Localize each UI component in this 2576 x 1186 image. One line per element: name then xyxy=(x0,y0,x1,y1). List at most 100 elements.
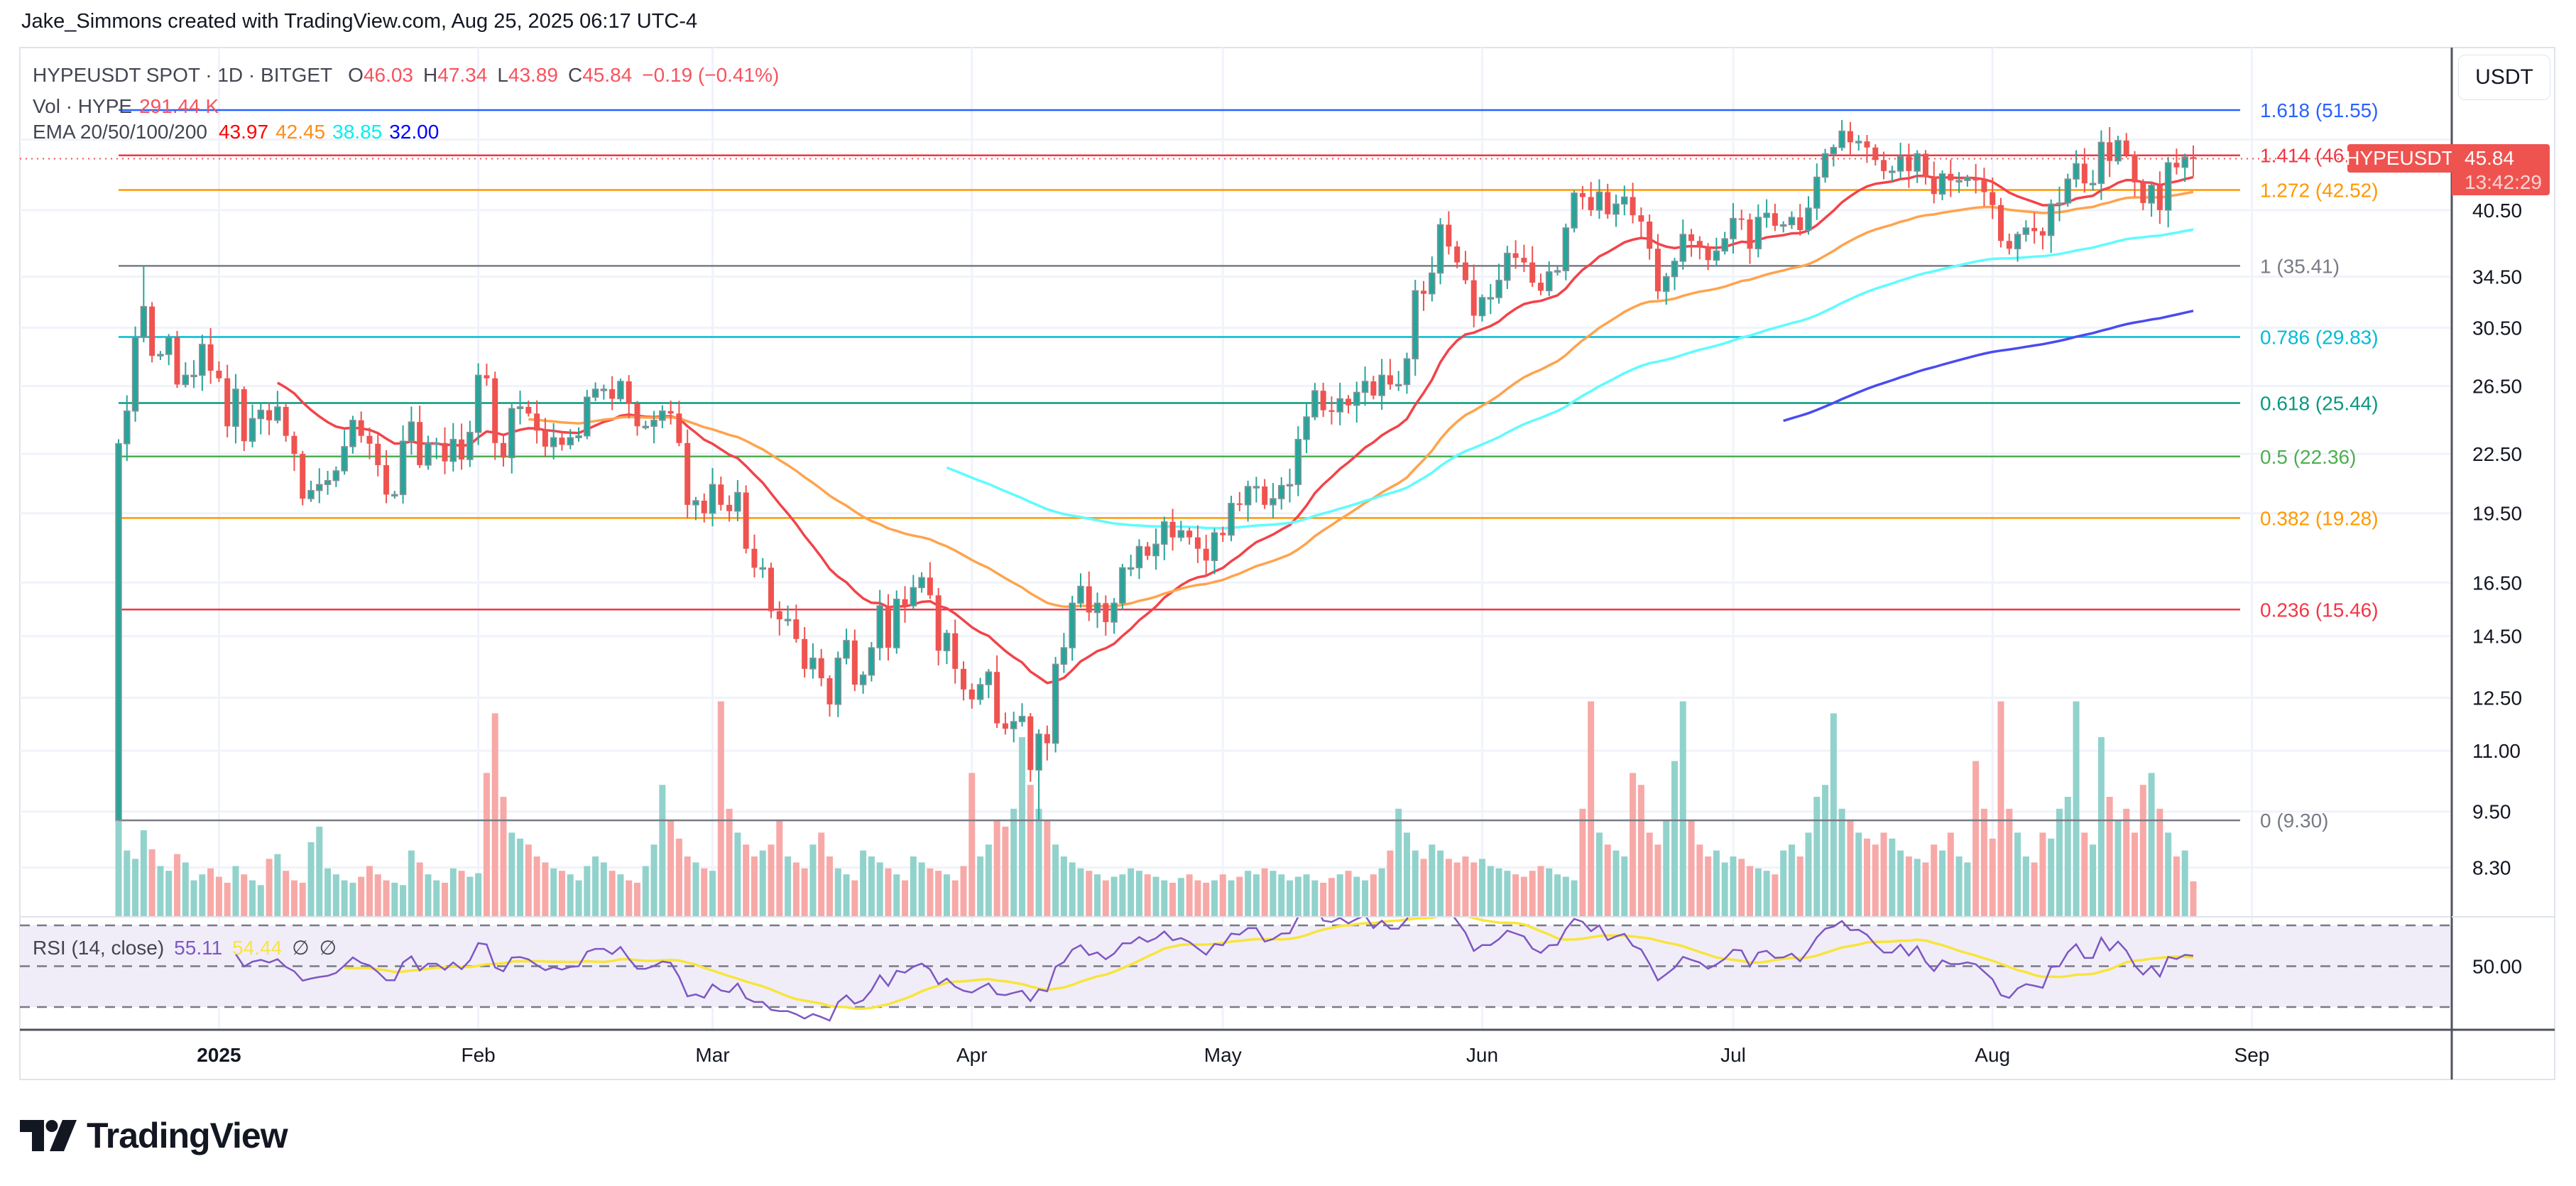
volume-bar xyxy=(1997,701,2004,916)
currency-button[interactable]: USDT xyxy=(2458,55,2550,100)
candle-body xyxy=(1914,153,1921,172)
volume-bar xyxy=(1453,862,1461,916)
candle-body xyxy=(124,410,131,445)
candle xyxy=(2132,151,2138,197)
volume-bar xyxy=(1353,876,1360,916)
candle xyxy=(1378,359,1385,410)
candle-body xyxy=(1931,177,1937,195)
volume-bar xyxy=(358,876,365,916)
fib-level-label: 0.5 (22.36) xyxy=(2260,446,2356,468)
candle xyxy=(257,403,265,435)
volume-bar xyxy=(675,838,682,916)
candle-body xyxy=(1713,250,1720,261)
candle-body xyxy=(459,439,465,459)
volume-bar xyxy=(709,871,716,916)
tradingview-logo[interactable]: TradingView xyxy=(20,1115,288,1156)
fib-level-label: 1.618 (51.55) xyxy=(2260,99,2379,121)
volume-bar xyxy=(1479,859,1486,916)
volume-bar xyxy=(1529,871,1536,916)
candle-body xyxy=(2047,203,2055,236)
candle xyxy=(659,405,666,429)
volume-bar xyxy=(157,866,164,916)
volume-bar xyxy=(449,868,457,916)
ema100-line xyxy=(946,228,2194,530)
volume-bar xyxy=(2123,808,2130,916)
volume-bar xyxy=(1228,880,1235,916)
time-axis-label: Sep xyxy=(2234,1044,2270,1066)
candle-body xyxy=(182,374,190,386)
candle-body xyxy=(1688,234,1695,241)
candle-body xyxy=(1077,585,1084,604)
candle xyxy=(793,604,799,643)
candle xyxy=(1429,256,1436,302)
volume-bar xyxy=(173,854,180,916)
volume-bar xyxy=(1612,850,1620,916)
volume-bar xyxy=(140,830,147,916)
candle xyxy=(1370,376,1377,400)
candle xyxy=(425,435,432,470)
candle xyxy=(1002,712,1008,735)
candle-body xyxy=(2081,163,2087,184)
candle-body xyxy=(516,406,524,410)
rsi-legend[interactable]: RSI (14, close) 55.11 54.44 ∅ ∅ xyxy=(33,936,346,959)
candle-body xyxy=(140,305,148,338)
candle xyxy=(961,661,967,701)
candle-body xyxy=(1127,567,1135,570)
candle-body xyxy=(1446,224,1452,247)
open-label: O xyxy=(348,64,364,86)
symbol-info[interactable]: HYPEUSDT SPOT · 1D · BITGET xyxy=(33,64,333,86)
price-axis-label: 12.50 xyxy=(2472,687,2522,709)
volume-bar xyxy=(425,874,432,916)
volume-bar xyxy=(165,871,173,916)
rsi-pane[interactable] xyxy=(20,891,2452,1022)
ema-legend[interactable]: EMA 20/50/100/200 43.97 42.45 38.85 32.00 xyxy=(33,121,446,143)
candle xyxy=(249,404,256,447)
candle xyxy=(2014,232,2021,262)
volume-legend[interactable]: Vol · HYPE 291.44 K xyxy=(33,95,229,118)
volume-bar xyxy=(1872,844,1879,916)
candle xyxy=(902,586,908,623)
volume-bar xyxy=(1086,871,1093,916)
candle-body xyxy=(902,599,908,606)
volume-bar xyxy=(1261,868,1268,916)
candle xyxy=(751,534,758,578)
candle-body xyxy=(759,567,766,570)
candle-body xyxy=(1311,390,1319,418)
volume-bar xyxy=(667,820,675,916)
volume-bar xyxy=(1429,844,1436,916)
volume-bar xyxy=(1972,761,1980,916)
candle-body xyxy=(1922,153,1928,178)
candle xyxy=(492,371,498,460)
candle-body xyxy=(793,619,799,639)
volume-bar xyxy=(1245,871,1252,916)
volume-bar xyxy=(2181,850,2188,916)
change-value: −0.19 (−0.41%) xyxy=(642,64,780,86)
candle-body xyxy=(935,595,942,651)
candle xyxy=(1713,237,1720,267)
volume-bar xyxy=(1939,850,1946,916)
candle-body xyxy=(1821,153,1829,178)
candle xyxy=(1579,185,1586,210)
candle xyxy=(734,479,741,521)
volume-bar xyxy=(1027,785,1034,916)
candle-body xyxy=(115,443,122,821)
candle-body xyxy=(1421,290,1427,294)
volume-bar xyxy=(1813,797,1821,916)
volume-bar xyxy=(1855,832,1862,916)
volume-bar xyxy=(1847,820,1854,916)
volume-bar xyxy=(726,808,733,916)
candle xyxy=(876,589,883,660)
candle xyxy=(609,376,616,410)
candle xyxy=(1277,477,1285,510)
time-axis-label: 2025 xyxy=(197,1044,241,1066)
symbol-legend[interactable]: HYPEUSDT SPOT · 1D · BITGET O46.03 H47.34 L… xyxy=(33,64,789,87)
candle-body xyxy=(634,403,640,427)
candle-body xyxy=(1554,270,1561,273)
candle-body xyxy=(1110,602,1118,623)
candle-body xyxy=(2114,140,2122,162)
volume-bar xyxy=(1504,871,1511,916)
volume-bar xyxy=(1679,701,1686,916)
volume-bar xyxy=(1796,856,1803,916)
candle-body xyxy=(216,370,222,379)
